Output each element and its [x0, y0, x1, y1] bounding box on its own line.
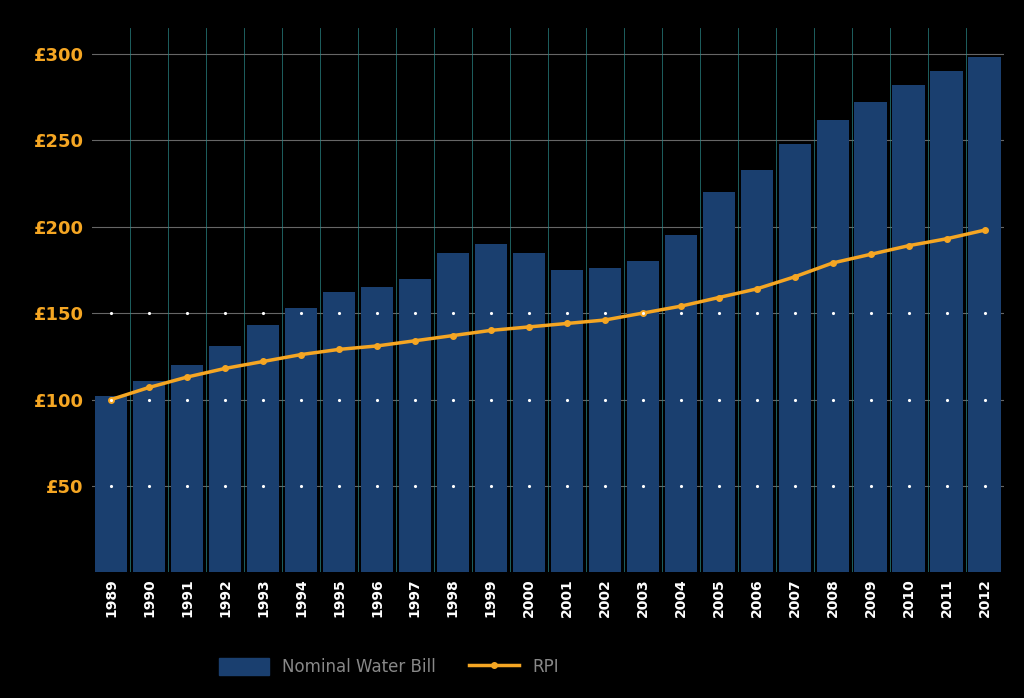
Bar: [665, 235, 697, 572]
Bar: [627, 261, 658, 572]
Bar: [209, 346, 242, 572]
Bar: [931, 71, 963, 572]
Bar: [360, 287, 393, 572]
Bar: [589, 268, 621, 572]
Bar: [854, 102, 887, 572]
Bar: [95, 396, 127, 572]
Bar: [171, 365, 203, 572]
Bar: [778, 144, 811, 572]
Bar: [247, 325, 280, 572]
Bar: [816, 119, 849, 572]
Legend: Nominal Water Bill, RPI: Nominal Water Bill, RPI: [212, 651, 566, 683]
Bar: [551, 270, 583, 572]
Bar: [323, 292, 355, 572]
Bar: [398, 279, 431, 572]
Bar: [702, 192, 735, 572]
Bar: [133, 380, 165, 572]
Bar: [893, 85, 925, 572]
Bar: [740, 170, 773, 572]
Bar: [437, 253, 469, 572]
Bar: [285, 308, 317, 572]
Bar: [513, 253, 545, 572]
Bar: [969, 57, 1000, 572]
Bar: [475, 244, 507, 572]
